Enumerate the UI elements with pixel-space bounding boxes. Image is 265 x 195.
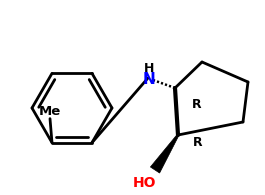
Text: HO: HO xyxy=(133,176,157,190)
Text: Me: Me xyxy=(39,105,61,118)
Polygon shape xyxy=(151,134,179,173)
Text: R: R xyxy=(193,136,203,150)
Text: R: R xyxy=(192,98,202,111)
Text: H: H xyxy=(144,63,154,75)
Text: N: N xyxy=(143,72,155,87)
